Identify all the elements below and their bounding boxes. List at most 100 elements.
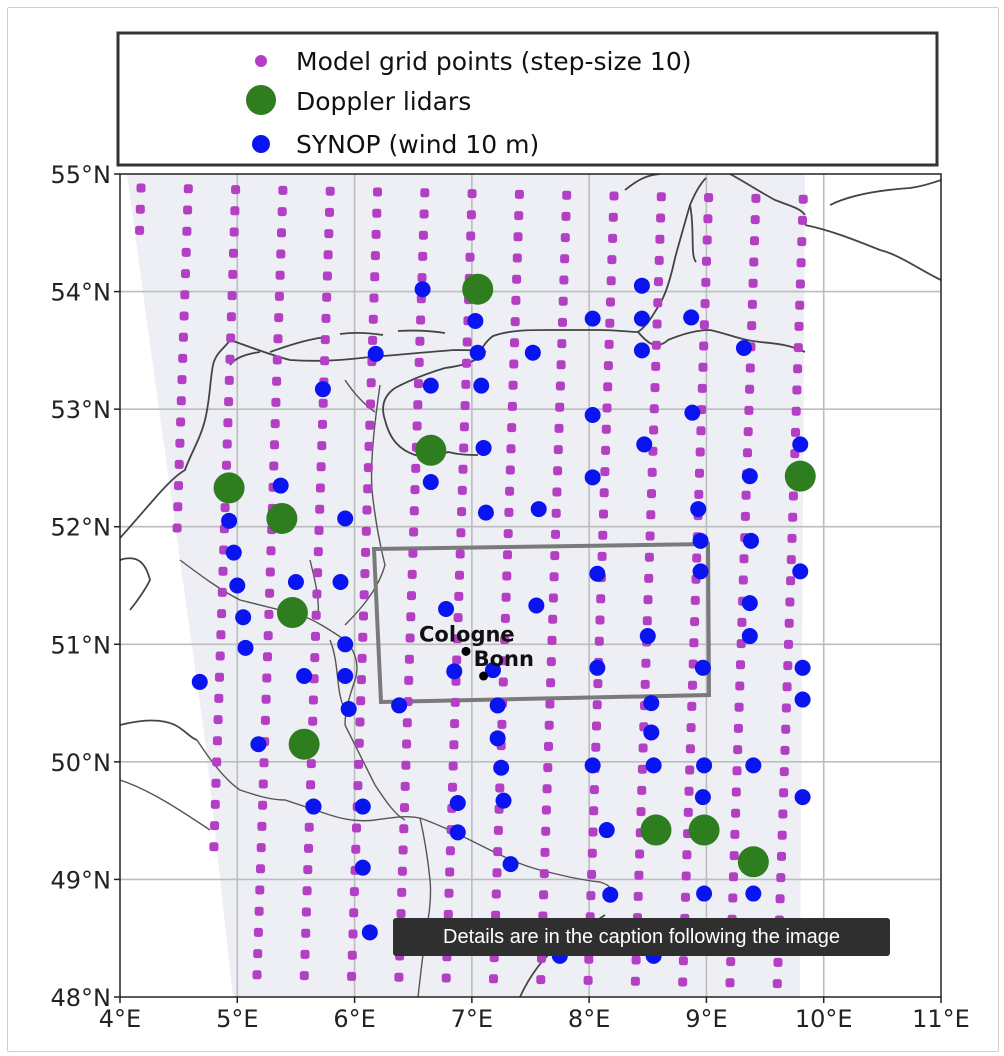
model-grid-point xyxy=(601,424,611,434)
model-grid-point xyxy=(231,185,241,195)
legend-label-grid-points: Model grid points (step-size 10) xyxy=(296,47,691,76)
model-grid-point xyxy=(359,590,369,600)
model-grid-point xyxy=(745,363,755,373)
model-grid-point xyxy=(593,679,603,689)
model-grid-point xyxy=(409,506,419,516)
synop-station xyxy=(694,659,711,676)
model-grid-point xyxy=(546,657,556,667)
synop-station xyxy=(584,310,601,327)
model-grid-point xyxy=(589,806,599,816)
model-grid-point xyxy=(351,844,361,854)
synop-station xyxy=(502,856,519,873)
model-grid-point xyxy=(690,617,700,627)
synop-station xyxy=(296,668,313,685)
model-grid-point xyxy=(780,745,790,755)
model-grid-point xyxy=(542,784,552,794)
model-grid-point xyxy=(456,528,466,538)
synop-station xyxy=(694,789,711,806)
model-grid-point xyxy=(300,949,310,959)
model-grid-point xyxy=(605,318,615,328)
model-grid-point xyxy=(356,675,366,685)
model-grid-point xyxy=(218,566,228,576)
model-grid-point xyxy=(314,525,324,535)
model-grid-point xyxy=(641,658,651,668)
model-grid-point xyxy=(552,487,562,497)
model-grid-point xyxy=(276,249,286,259)
synop-station xyxy=(221,512,238,529)
model-grid-point xyxy=(269,461,279,471)
model-grid-point xyxy=(560,233,570,243)
model-grid-point xyxy=(176,396,186,406)
model-grid-point xyxy=(372,208,382,218)
model-grid-point xyxy=(514,189,524,199)
model-grid-point xyxy=(654,277,663,287)
model-grid-point xyxy=(444,888,454,898)
model-grid-point xyxy=(586,891,596,901)
model-grid-point xyxy=(544,741,553,751)
model-grid-point xyxy=(312,589,322,599)
model-grid-point xyxy=(731,787,741,797)
model-grid-point xyxy=(728,893,738,903)
model-grid-point xyxy=(180,290,190,300)
model-grid-point xyxy=(366,399,375,409)
synop-station xyxy=(495,792,512,809)
model-grid-point xyxy=(266,546,276,556)
synop-station xyxy=(792,563,809,580)
model-grid-point xyxy=(229,248,238,258)
model-grid-point xyxy=(545,699,555,709)
synop-station xyxy=(639,628,656,645)
model-grid-point xyxy=(785,597,795,607)
graticule xyxy=(120,174,941,997)
model-grid-point xyxy=(452,655,462,665)
model-grid-point xyxy=(690,595,700,605)
model-grid-point xyxy=(630,976,640,986)
lat-tick-label: 51°N xyxy=(51,631,112,659)
model-grid-point xyxy=(704,193,714,203)
model-grid-point xyxy=(553,466,563,476)
model-grid-point xyxy=(415,336,425,346)
model-grid-point xyxy=(414,379,423,389)
model-grid-point xyxy=(181,247,191,257)
model-grid-point xyxy=(500,635,510,645)
model-grid-point xyxy=(306,780,316,790)
model-grid-point xyxy=(556,360,566,370)
lon-tick-label: 7°E xyxy=(451,1005,493,1033)
city-marker xyxy=(479,671,489,681)
synop-station xyxy=(493,759,510,776)
model-grid-point xyxy=(555,381,565,391)
synop-station xyxy=(287,573,304,590)
model-grid-point xyxy=(543,763,553,773)
model-grid-point xyxy=(636,807,646,817)
synop-station xyxy=(683,309,700,326)
model-grid-point xyxy=(416,315,426,325)
model-grid-point xyxy=(178,353,188,363)
model-grid-point xyxy=(316,462,326,472)
model-grid-point xyxy=(317,441,327,451)
model-grid-point xyxy=(650,383,660,393)
synop-station xyxy=(337,510,354,527)
model-grid-point xyxy=(540,847,550,857)
model-grid-point xyxy=(598,530,608,540)
model-grid-point xyxy=(749,257,759,267)
model-grid-point xyxy=(775,894,785,904)
model-grid-point xyxy=(600,467,610,477)
model-grid-point xyxy=(257,821,267,831)
model-grid-point xyxy=(362,505,372,515)
model-grid-point xyxy=(637,785,647,795)
model-grid-point xyxy=(466,210,476,220)
model-grid-point xyxy=(361,526,371,536)
model-grid-point xyxy=(601,445,611,455)
model-grid-point xyxy=(498,677,508,687)
doppler-lidar xyxy=(415,434,447,466)
model-grid-point xyxy=(455,549,465,559)
model-grid-point xyxy=(747,299,757,309)
model-grid-point xyxy=(462,358,471,368)
model-grid-point xyxy=(555,402,565,412)
model-grid-point xyxy=(548,593,558,603)
figure-frame xyxy=(7,7,999,1052)
model-grid-point xyxy=(277,207,287,217)
model-grid-point xyxy=(225,354,235,364)
model-grid-point xyxy=(322,271,332,281)
model-grid-point xyxy=(349,908,359,918)
model-grid-point xyxy=(271,397,281,407)
